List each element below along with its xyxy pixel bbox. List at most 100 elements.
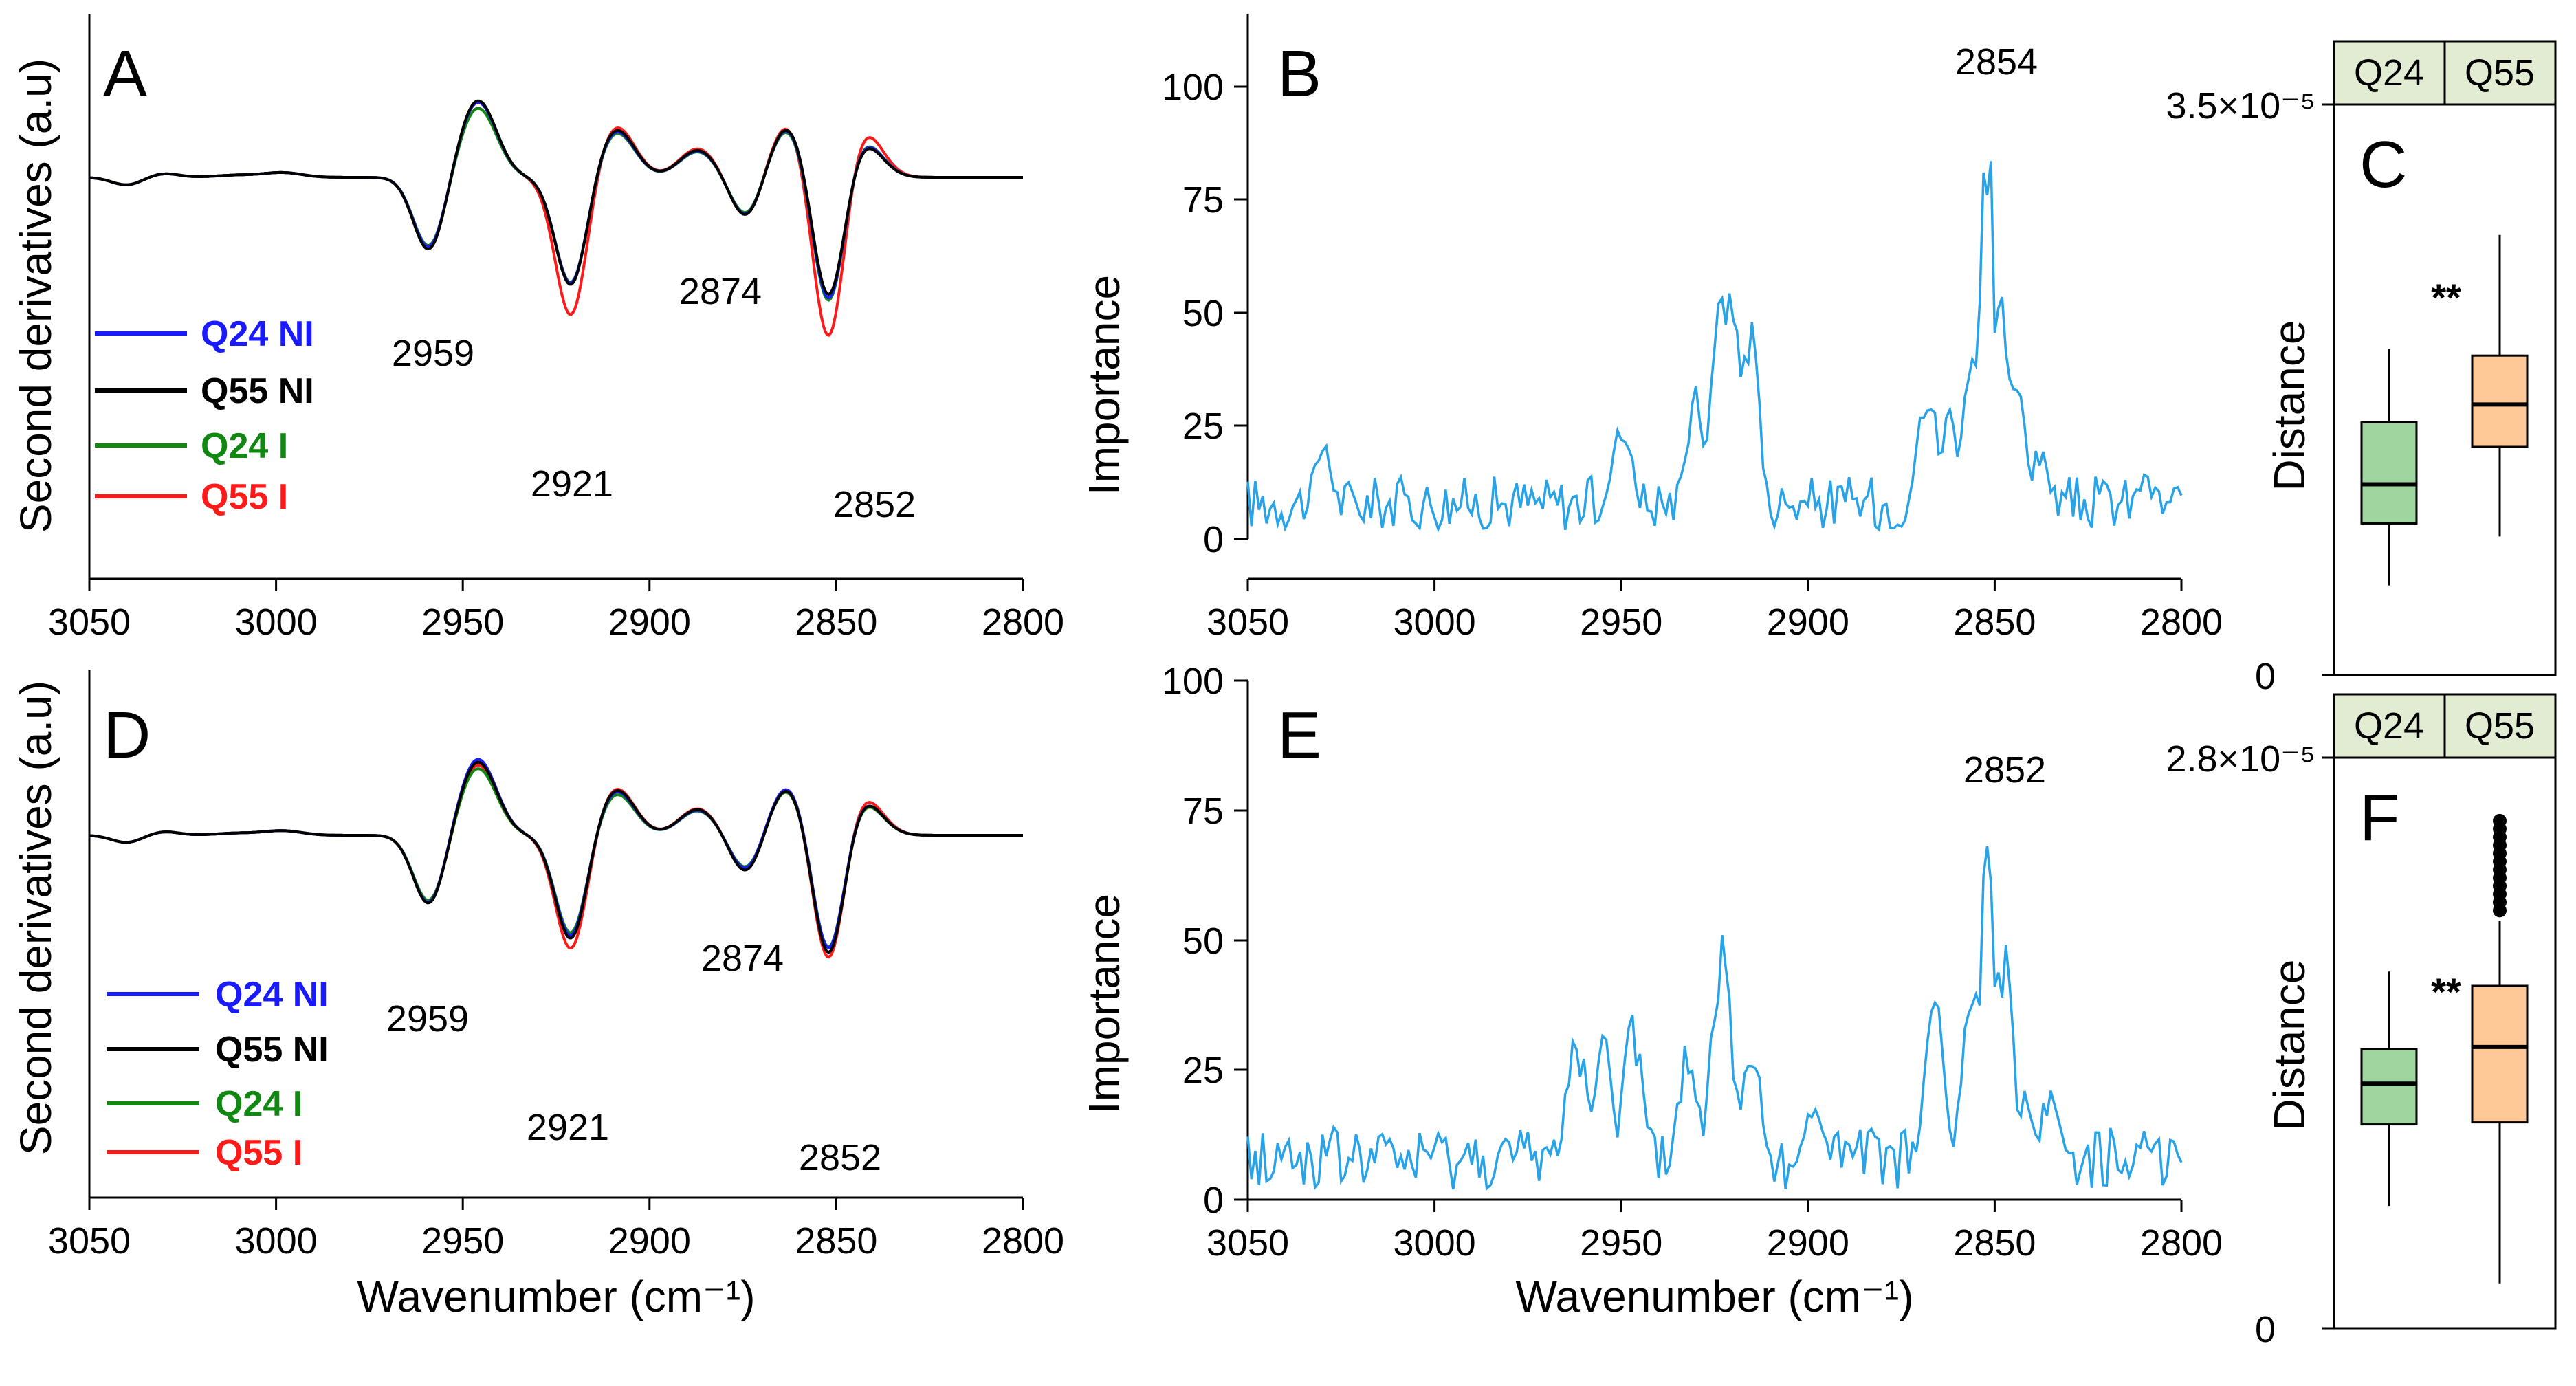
panel-d-xtick-label: 2950 bbox=[421, 1220, 504, 1262]
panel-b-xtick-label: 2950 bbox=[1580, 602, 1662, 643]
panel-d-series bbox=[89, 758, 1023, 959]
panel-a-annotation: 2874 bbox=[679, 271, 762, 312]
panel-d-xtick-label: 2800 bbox=[982, 1220, 1064, 1262]
panel-d-annotation: 2959 bbox=[386, 998, 469, 1040]
legend-label-q55-i: Q55 I bbox=[201, 477, 288, 517]
panel-b-annotation: 2854 bbox=[1955, 41, 2038, 82]
series-line-q55-ni bbox=[89, 760, 1023, 954]
panel-b-ytick-label: 100 bbox=[1162, 67, 1224, 108]
panel-f-letter: F bbox=[2359, 781, 2400, 855]
panel-f-significance: ** bbox=[2431, 970, 2461, 1013]
panel-b-ylabel: Importance bbox=[1079, 275, 1129, 495]
panel-b-ytick-label: 0 bbox=[1203, 519, 1224, 560]
series-line-q24-i bbox=[89, 767, 1023, 949]
panel-e-xtick-label: 2900 bbox=[1767, 1222, 1849, 1264]
panel-a-xtick-label: 2850 bbox=[795, 602, 877, 643]
panel-e-ytick-label: 25 bbox=[1182, 1050, 1224, 1091]
panel-b-ytick-label: 50 bbox=[1182, 293, 1224, 334]
panel-c-strip-label: Q24 bbox=[2354, 52, 2424, 94]
panel-d-xticks: 3050 3000 2950 2900 2850 2800 bbox=[48, 1198, 1064, 1262]
panel-f-ytop-label: 2.8×10⁻⁵ bbox=[2166, 738, 2315, 780]
panel-d-xtick-label: 2900 bbox=[608, 1220, 691, 1262]
panel-e-yticks: 0 25 50 75 100 bbox=[1162, 661, 1248, 1221]
panel-e-annotation: 2852 bbox=[1963, 749, 2046, 791]
series-line-q24-ni bbox=[89, 758, 1023, 949]
series-line-q55-ni bbox=[89, 99, 1023, 296]
panel-c: Q24 Q55 3.5×10⁻⁵ 0 Distance C ** bbox=[2166, 40, 2557, 697]
panel-a-ylabel: Second derivatives (a.u) bbox=[11, 58, 60, 533]
panel-a-xticks: 3050 3000 2950 2900 2850 2800 bbox=[48, 579, 1064, 643]
panel-b-xtick-label: 3000 bbox=[1394, 602, 1476, 643]
panel-d-annotation: 2874 bbox=[701, 938, 784, 979]
panel-e-series bbox=[1246, 846, 2183, 1191]
panel-b-yticks: 0 25 50 75 100 bbox=[1162, 67, 1248, 560]
panel-d: 3050 3000 2950 2900 2850 2800 Wavenumber… bbox=[11, 670, 1064, 1321]
panel-a-series bbox=[89, 99, 1023, 337]
panel-a-xtick-label: 3050 bbox=[48, 602, 131, 643]
panel-b-xtick-label: 2800 bbox=[2140, 602, 2223, 643]
legend-label-q55-i: Q55 I bbox=[215, 1133, 302, 1173]
panel-d-legend: Q24 NI Q55 NI Q24 I Q55 I bbox=[107, 975, 329, 1173]
panel-d-xtick-label: 2850 bbox=[795, 1220, 877, 1262]
panel-e-xtick-label: 2950 bbox=[1580, 1222, 1662, 1264]
panel-e-xlabel: Wavenumber (cm⁻¹) bbox=[1515, 1272, 1913, 1321]
panel-c-strip-label: Q55 bbox=[2465, 52, 2535, 94]
panel-a-xtick-label: 2900 bbox=[608, 602, 691, 643]
box-outlier-q55 bbox=[2493, 813, 2507, 828]
panel-b-xtick-label: 3050 bbox=[1207, 602, 1289, 643]
legend-label-q55-ni: Q55 NI bbox=[215, 1030, 329, 1070]
box-q55 bbox=[2471, 354, 2529, 448]
panel-d-xtick-label: 3050 bbox=[48, 1220, 131, 1262]
panel-d-xtick-label: 3000 bbox=[235, 1220, 318, 1262]
legend-label-q24-i: Q24 I bbox=[215, 1084, 302, 1124]
panel-e-letter: E bbox=[1277, 698, 1321, 772]
box-q55 bbox=[2471, 984, 2529, 1124]
panel-a: 3050 3000 2950 2900 2850 2800 Second der… bbox=[11, 14, 1064, 643]
panel-f-ybottom-label: 0 bbox=[2255, 1309, 2276, 1350]
panel-e-xticks: 3050 3000 2950 2900 2850 2800 bbox=[1207, 1200, 2223, 1264]
panel-d-annotation: 2852 bbox=[799, 1137, 881, 1178]
panel-b-letter: B bbox=[1277, 37, 1321, 111]
panel-f-strip-label: Q55 bbox=[2465, 705, 2535, 747]
panel-d-ylabel: Second derivatives (a.u) bbox=[11, 681, 60, 1155]
panel-f-strip-label: Q24 bbox=[2354, 705, 2424, 747]
panel-c-ytop-label: 3.5×10⁻⁵ bbox=[2166, 85, 2315, 126]
panel-a-xtick-label: 2800 bbox=[982, 602, 1064, 643]
panel-b-xtick-label: 2850 bbox=[1953, 602, 2036, 643]
panel-f-ylabel: Distance bbox=[2265, 960, 2314, 1131]
panel-c-letter: C bbox=[2359, 128, 2407, 201]
panel-e-xtick-label: 3000 bbox=[1394, 1222, 1476, 1264]
legend-label-q24-i: Q24 I bbox=[201, 426, 288, 466]
panel-d-letter: D bbox=[103, 698, 151, 772]
panel-b-xticks: 3050 3000 2950 2900 2850 2800 bbox=[1207, 579, 2223, 643]
panel-d-annotation: 2921 bbox=[527, 1107, 609, 1148]
box-q24 bbox=[2360, 421, 2418, 525]
box-q24 bbox=[2360, 1048, 2418, 1126]
series-line-q55-i bbox=[89, 763, 1023, 959]
panel-b-ytick-label: 75 bbox=[1182, 179, 1224, 221]
panel-c-ybottom-label: 0 bbox=[2255, 656, 2276, 697]
panel-e-xtick-label: 2800 bbox=[2140, 1222, 2223, 1264]
legend-label-q55-ni: Q55 NI bbox=[201, 371, 314, 411]
panel-e-ytick-label: 50 bbox=[1182, 921, 1224, 962]
legend-label-q24-ni: Q24 NI bbox=[215, 975, 329, 1015]
panel-a-annotation: 2959 bbox=[392, 333, 474, 374]
panel-e-ytick-label: 0 bbox=[1203, 1180, 1224, 1221]
series-line-q55-i bbox=[89, 100, 1023, 337]
panel-f-frame bbox=[2333, 756, 2557, 1330]
panel-f: Q24 Q55 2.8×10⁻⁵ 0 Distance F ** bbox=[2166, 693, 2557, 1350]
panel-e-ytick-label: 75 bbox=[1182, 791, 1224, 832]
panel-f-boxes bbox=[2360, 813, 2529, 1284]
legend-label-q24-ni: Q24 NI bbox=[201, 314, 314, 354]
panel-e-xtick-label: 2850 bbox=[1953, 1222, 2036, 1264]
panel-b-xtick-label: 2900 bbox=[1767, 602, 1849, 643]
panel-c-frame bbox=[2333, 103, 2557, 676]
panel-a-annotation: 2921 bbox=[531, 463, 613, 505]
panel-c-ylabel: Distance bbox=[2265, 320, 2314, 492]
panel-a-annotation: 2852 bbox=[833, 484, 916, 525]
panel-a-xtick-label: 3000 bbox=[235, 602, 318, 643]
panel-c-boxes bbox=[2360, 234, 2529, 586]
panel-b-ytick-label: 25 bbox=[1182, 406, 1224, 447]
